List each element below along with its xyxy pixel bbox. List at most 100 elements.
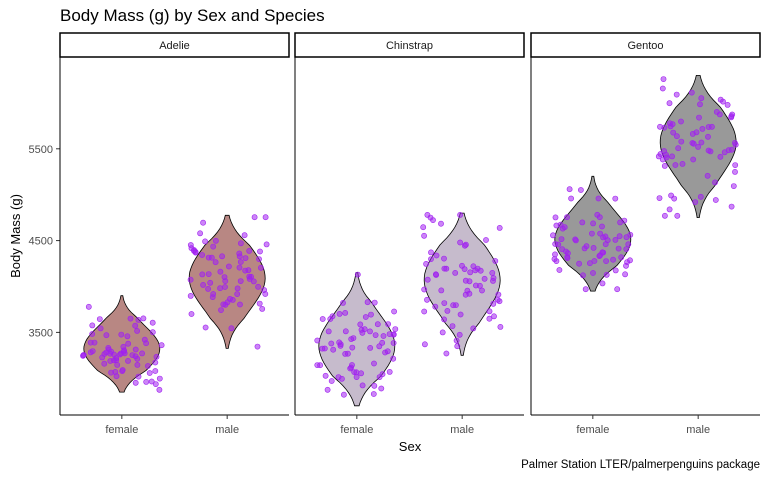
data-point [236, 250, 243, 257]
data-point [358, 370, 364, 377]
data-point [599, 223, 605, 230]
data-point [669, 153, 675, 160]
data-point [712, 179, 718, 186]
data-point [357, 321, 364, 328]
data-point [666, 100, 673, 107]
data-point [699, 125, 706, 132]
data-point [490, 277, 496, 284]
data-point [364, 299, 371, 306]
data-point [421, 341, 428, 348]
data-point [259, 305, 266, 312]
data-point [376, 374, 383, 380]
data-point [246, 273, 253, 280]
data-point [210, 291, 217, 297]
data-point [668, 192, 674, 199]
data-point [732, 162, 739, 168]
data-point [568, 195, 574, 202]
data-point [696, 114, 702, 121]
data-point [704, 172, 711, 179]
data-point [489, 269, 496, 276]
data-point [220, 301, 227, 308]
data-point [670, 129, 677, 136]
data-point [600, 234, 606, 241]
data-point [423, 260, 429, 267]
data-point [143, 340, 149, 347]
data-point [254, 343, 261, 350]
data-point [621, 217, 628, 224]
data-point [380, 333, 387, 339]
data-point [212, 237, 219, 244]
data-point [257, 248, 263, 255]
x-tick-label: female [576, 424, 609, 436]
data-point [557, 221, 564, 228]
data-point [603, 258, 609, 264]
data-point [421, 286, 428, 293]
data-point [256, 300, 263, 307]
data-point [199, 252, 205, 258]
data-point [486, 308, 493, 315]
data-point [454, 343, 461, 350]
data-point [558, 236, 565, 242]
data-point [674, 212, 681, 219]
data-point [625, 241, 632, 248]
data-point [237, 259, 244, 265]
data-point [550, 232, 556, 239]
data-point [424, 211, 431, 218]
data-point [143, 378, 150, 385]
data-point [255, 283, 261, 290]
data-point [486, 315, 493, 322]
data-point [192, 249, 199, 256]
data-point [428, 249, 434, 256]
data-point [202, 324, 209, 331]
data-point [242, 255, 249, 261]
data-point [707, 148, 714, 155]
data-point [457, 239, 463, 246]
data-point [698, 95, 705, 102]
y-tick-label: 5500 [29, 144, 53, 156]
data-point [187, 292, 194, 299]
data-point [657, 123, 663, 130]
data-point [322, 372, 329, 379]
data-point [712, 197, 719, 203]
data-point [153, 353, 160, 360]
data-point [149, 329, 156, 336]
data-point [461, 242, 468, 249]
data-point [600, 249, 607, 256]
data-point [578, 187, 584, 193]
data-point [152, 359, 159, 366]
data-point [697, 193, 704, 200]
data-point [101, 360, 108, 367]
data-point [452, 269, 459, 276]
data-point [590, 244, 597, 251]
data-point [433, 272, 439, 278]
data-point [597, 230, 603, 237]
data-point [564, 214, 570, 221]
data-point [367, 344, 374, 351]
data-point [144, 363, 151, 369]
data-point [89, 331, 96, 337]
data-point [328, 340, 335, 347]
data-point [219, 253, 225, 260]
data-point [200, 281, 206, 288]
data-point [256, 256, 262, 262]
data-point [390, 355, 397, 362]
data-point [227, 295, 233, 302]
data-point [103, 349, 110, 356]
data-point [692, 199, 699, 205]
data-point [330, 346, 337, 353]
data-point [250, 278, 257, 285]
data-point [89, 322, 96, 329]
data-point [371, 360, 377, 367]
data-point [80, 352, 86, 359]
data-point [470, 325, 477, 332]
facet-strip-label: Adelie [159, 40, 190, 52]
data-point [241, 232, 248, 239]
data-point [217, 268, 224, 275]
data-point [321, 345, 328, 352]
data-point [120, 348, 127, 355]
data-point [103, 332, 110, 339]
data-point [603, 271, 610, 278]
data-point [246, 247, 253, 254]
data-point [667, 120, 673, 127]
data-point [579, 219, 586, 226]
